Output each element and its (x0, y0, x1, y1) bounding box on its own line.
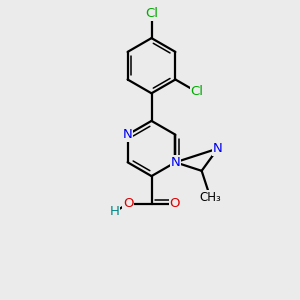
Text: N: N (123, 128, 133, 141)
Text: O: O (123, 197, 133, 210)
Text: N: N (213, 142, 223, 155)
Text: N: N (170, 156, 180, 169)
Text: O: O (170, 197, 180, 210)
Text: Cl: Cl (145, 7, 158, 20)
Text: Cl: Cl (190, 85, 203, 98)
Text: CH₃: CH₃ (199, 190, 221, 204)
Text: H: H (109, 206, 119, 218)
